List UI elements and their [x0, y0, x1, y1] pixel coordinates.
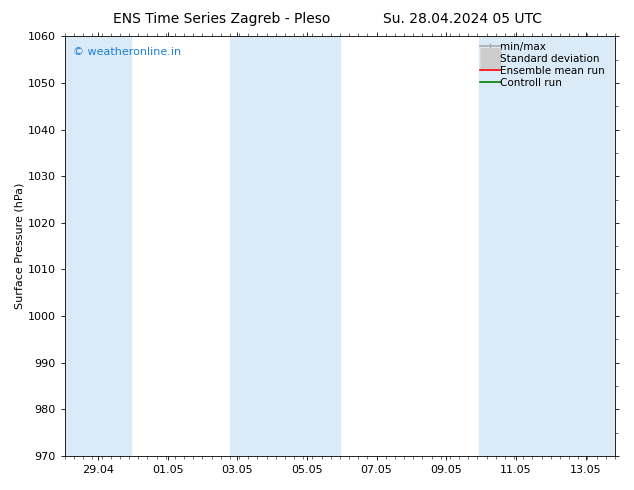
Bar: [479, 36, 615, 456]
Legend: min/max, Standard deviation, Ensemble mean run, Controll run: min/max, Standard deviation, Ensemble me…: [478, 39, 612, 90]
Y-axis label: Surface Pressure (hPa): Surface Pressure (hPa): [15, 183, 25, 309]
Bar: [65, 36, 131, 456]
Text: ENS Time Series Zagreb - Pleso: ENS Time Series Zagreb - Pleso: [113, 12, 330, 26]
Text: Su. 28.04.2024 05 UTC: Su. 28.04.2024 05 UTC: [384, 12, 542, 26]
Bar: [230, 36, 340, 456]
Text: © weatheronline.in: © weatheronline.in: [73, 47, 181, 57]
